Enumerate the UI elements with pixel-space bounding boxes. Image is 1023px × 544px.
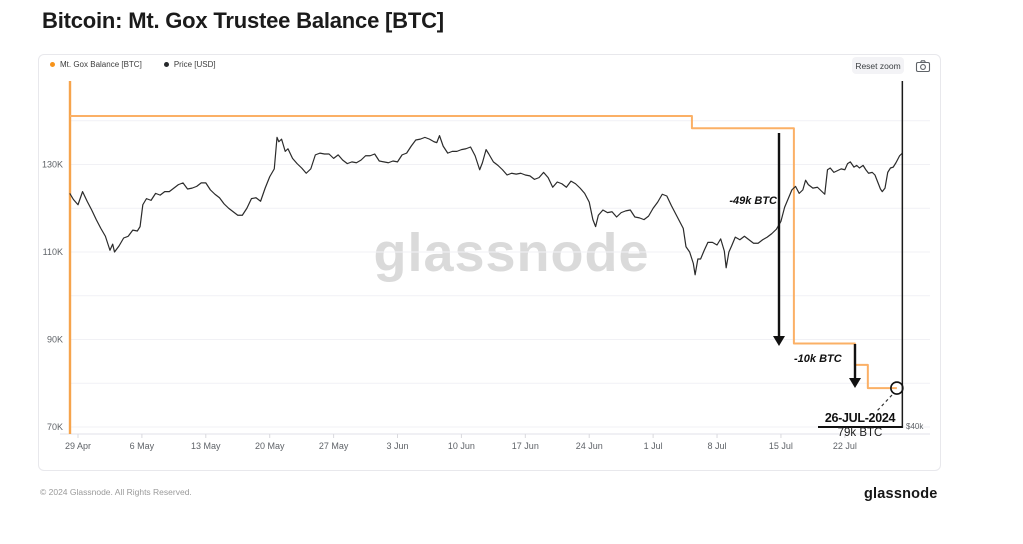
page-title: Bitcoin: Mt. Gox Trustee Balance [BTC] — [42, 8, 444, 33]
price-series-dot-icon — [163, 62, 169, 67]
legend-item-price[interactable]: Price [USD] — [163, 60, 216, 69]
legend-label-price: Price [USD] — [173, 60, 216, 69]
footer-copyright: © 2024 Glassnode. All Rights Reserved. — [40, 487, 192, 497]
legend-label-balance: Mt. Gox Balance [BTC] — [60, 60, 142, 69]
annotation-date: 26-JUL-2024 — [818, 411, 902, 428]
annotation-minus-10k: -10k BTC — [794, 353, 842, 365]
annotation-balance-value: 79k BTC — [837, 427, 883, 439]
right-axis-label-40k: $40k — [906, 422, 924, 431]
reset-zoom-button[interactable]: Reset zoom — [852, 57, 904, 74]
balance-series-dot-icon — [50, 62, 55, 67]
glassnode-watermark: glassnode — [373, 223, 650, 283]
annotation-minus-49k: -49k BTC — [729, 195, 777, 207]
legend-item-balance[interactable]: Mt. Gox Balance [BTC] — [50, 60, 142, 69]
legend — [89, 113, 850, 133]
glassnode-logo: glassnode — [864, 486, 938, 502]
camera-icon[interactable] — [915, 59, 931, 73]
